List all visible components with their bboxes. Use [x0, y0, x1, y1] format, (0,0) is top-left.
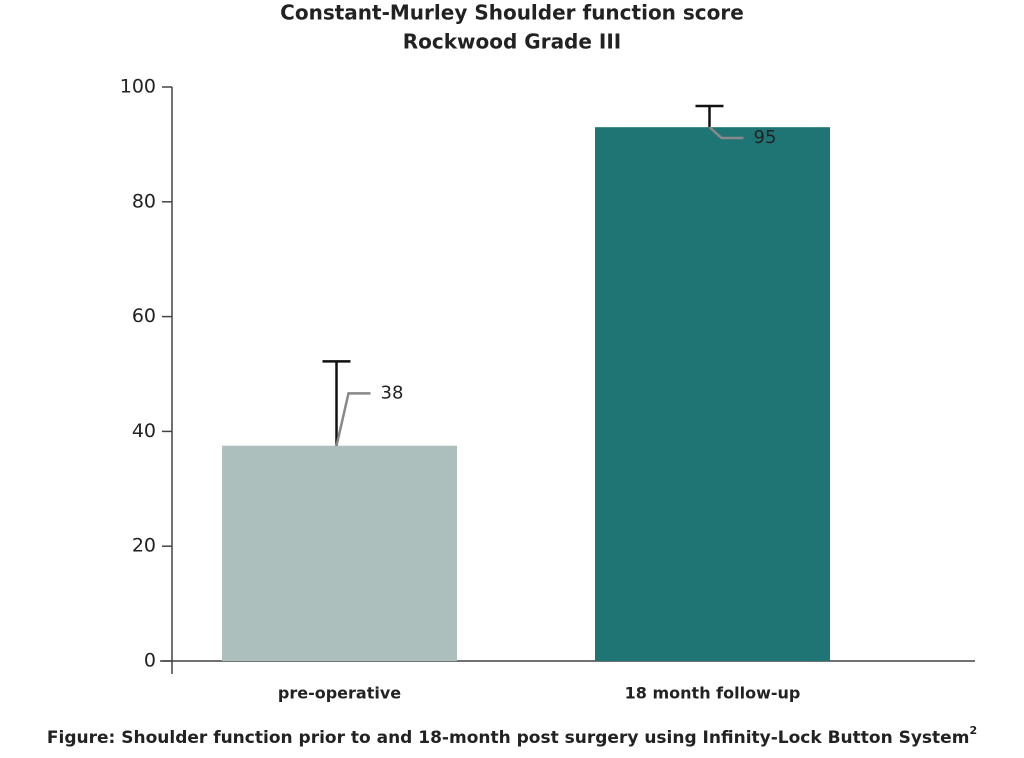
- y-tick-label: 0: [144, 650, 156, 672]
- bar: [595, 127, 830, 662]
- annotation: 95: [754, 127, 777, 148]
- x-tick-label: pre-operative: [278, 684, 401, 703]
- y-tick-label: 60: [132, 305, 156, 327]
- callout-line: [335, 392, 371, 447]
- y-tick-label: 100: [120, 76, 156, 98]
- caption: Figure: Shoulder function prior to and 1…: [47, 724, 977, 748]
- caption-superscript: 2: [969, 724, 977, 737]
- y-tick-label: 80: [132, 190, 156, 212]
- y-tick-label: 40: [132, 420, 156, 442]
- y-tick-label: 20: [132, 535, 156, 557]
- callout-line: [708, 126, 744, 140]
- chart-title: Constant-Murley Shoulder function score: [280, 1, 744, 25]
- chart-subtitle: Rockwood Grade III: [403, 30, 621, 54]
- annotation: 38: [381, 382, 404, 403]
- bar: [222, 445, 457, 661]
- x-tick-label: 18 month follow-up: [625, 684, 801, 703]
- caption-text: Figure: Shoulder function prior to and 1…: [47, 728, 970, 748]
